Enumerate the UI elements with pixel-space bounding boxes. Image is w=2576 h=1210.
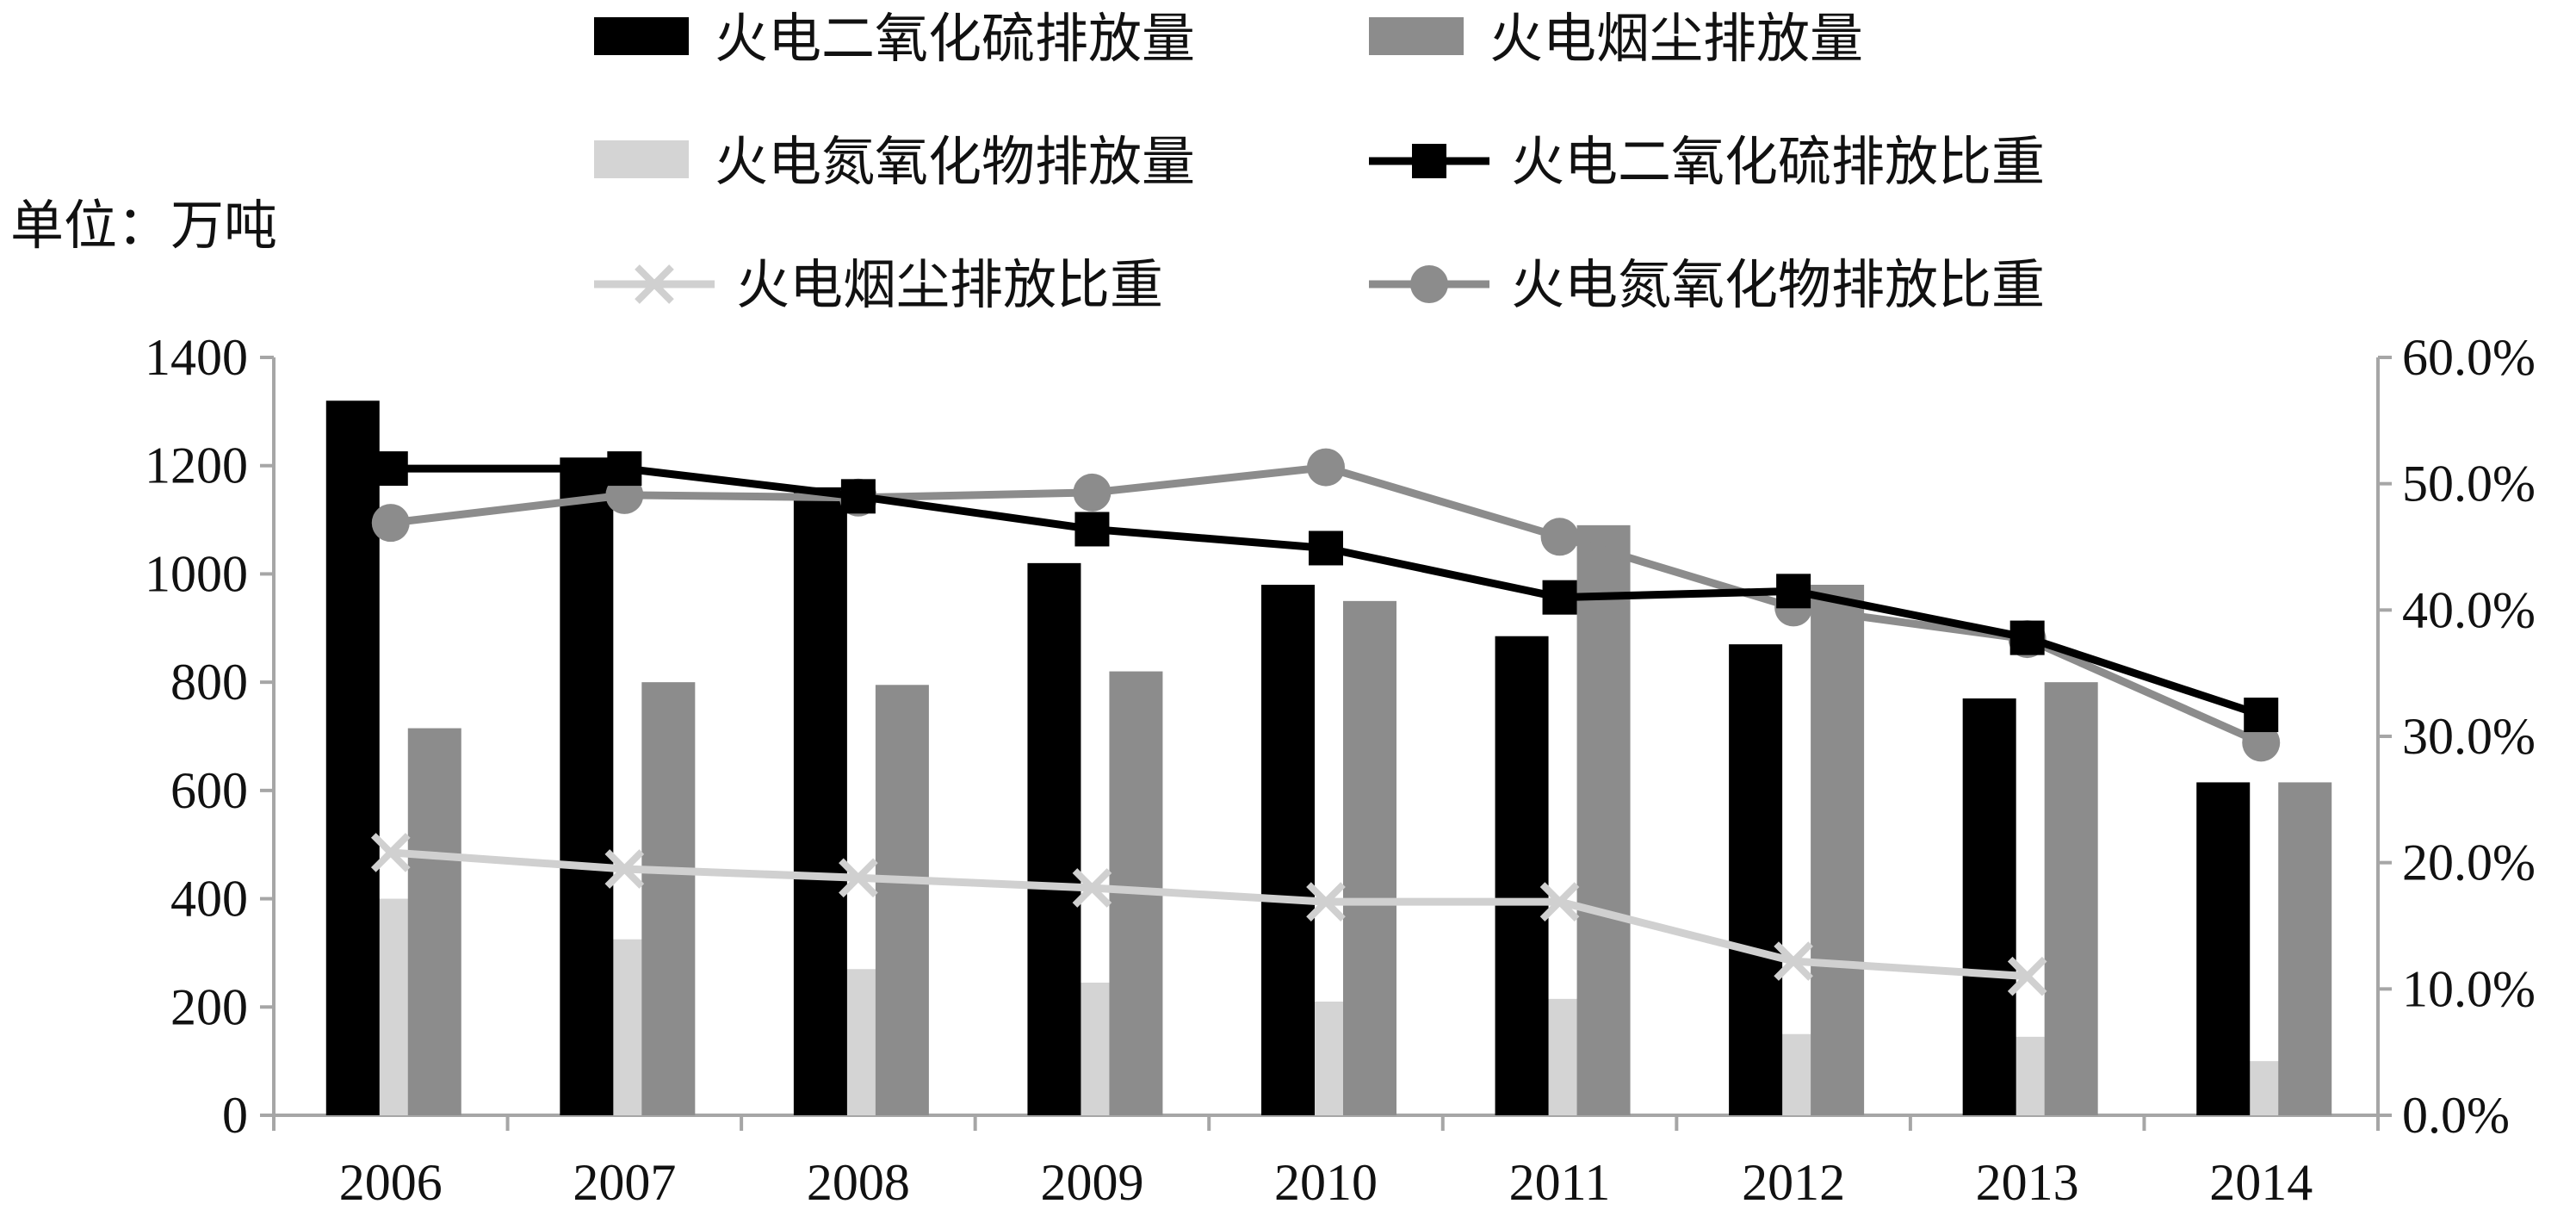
bar-dust-emission — [1811, 585, 1865, 1115]
y-left-tick-label: 1400 — [145, 329, 248, 386]
point-so2-share — [840, 479, 876, 514]
point-nox-share — [1073, 473, 1112, 512]
bar-dust-emission — [1576, 524, 1631, 1115]
point-so2-share — [1776, 574, 1811, 609]
bar-dust-emission — [2278, 782, 2332, 1115]
x-tick-label: 2013 — [1976, 1154, 2079, 1210]
x-tick-label: 2010 — [1274, 1154, 1378, 1210]
point-nox-share — [1540, 518, 1579, 556]
point-dust-share — [839, 858, 878, 898]
legend-so2-share: 火电二氧化硫排放比重 — [1369, 133, 2045, 192]
legend-label: 火电烟尘排放量 — [1489, 10, 1863, 69]
x-tick-label: 2014 — [2209, 1154, 2313, 1210]
point-so2-share — [2009, 620, 2045, 655]
point-so2-share — [1542, 580, 1577, 615]
unit-label: 单位：万吨 — [10, 197, 277, 256]
x-tick-label: 2012 — [1742, 1154, 1845, 1210]
legend-swatch — [594, 140, 689, 178]
bar-so2-emission — [2196, 782, 2251, 1115]
y-right-tick-label: 30.0% — [2402, 708, 2536, 765]
bar-dust-emission — [875, 685, 929, 1115]
legend-label: 火电二氧化硫排放量 — [715, 10, 1195, 69]
legend-label: 火电氮氧化物排放量 — [715, 133, 1195, 192]
point-dust-share — [1072, 868, 1112, 908]
bar-so2-emission — [793, 487, 847, 1115]
bar-so2-emission — [1729, 644, 1783, 1115]
legend-nox-emission: 火电氮氧化物排放量 — [594, 133, 1195, 192]
legend-label: 火电二氧化硫排放比重 — [1511, 133, 2045, 192]
point-dust-share — [1306, 882, 1346, 921]
legend-dust-share: 火电烟尘排放比重 — [594, 257, 1163, 315]
y-left-tick-label: 800 — [170, 654, 248, 710]
legend-dust-emission: 火电烟尘排放量 — [1369, 10, 1863, 69]
x-tick-label: 2008 — [807, 1154, 910, 1210]
point-so2-share — [373, 451, 408, 487]
bar-so2-emission — [1495, 636, 1549, 1115]
bar-dust-emission — [407, 728, 461, 1115]
bar-so2-emission — [1962, 698, 2016, 1115]
legend-swatch — [1369, 17, 1464, 55]
point-dust-share — [604, 849, 645, 889]
legend-swatch — [594, 17, 689, 55]
x-tick-label: 2011 — [1509, 1154, 1611, 1210]
legend-nox-share: 火电氮氧化物排放比重 — [1369, 257, 2045, 315]
bar-dust-emission — [2044, 682, 2098, 1115]
y-left-tick-label: 1200 — [145, 437, 248, 494]
y-right-tick-label: 20.0% — [2402, 835, 2536, 891]
y-right-tick-label: 10.0% — [2402, 960, 2536, 1017]
x-tick-label: 2007 — [573, 1154, 676, 1210]
y-right-tick-label: 0.0% — [2402, 1087, 2510, 1144]
point-so2-share — [1074, 512, 1110, 547]
y-right-tick-label: 50.0% — [2402, 456, 2536, 512]
bar-so2-emission — [560, 457, 614, 1115]
bar-so2-emission — [1027, 562, 1081, 1115]
y-left-tick-label: 200 — [170, 978, 248, 1035]
bar-dust-emission — [641, 682, 696, 1115]
point-dust-share — [370, 833, 411, 872]
point-so2-share — [2244, 698, 2279, 733]
axes: 0 200 400 600 800 1000 1200 1400 0.0% 10.0% 20.0% 3… — [145, 329, 2536, 1210]
legend-label: 火电烟尘排放比重 — [736, 257, 1163, 315]
x-tick-label: 2006 — [339, 1154, 443, 1210]
y-right-tick-label: 60.0% — [2402, 329, 2536, 386]
point-nox-share — [2242, 723, 2281, 762]
lines — [370, 448, 2281, 996]
point-dust-share — [2007, 956, 2047, 996]
point-dust-share — [1774, 941, 1813, 981]
point-nox-share — [1307, 448, 1345, 487]
y-left-tick-label: 600 — [170, 762, 248, 819]
y-left-tick-label: 1000 — [145, 545, 248, 602]
y-right-tick-label: 40.0% — [2402, 581, 2536, 638]
line-dust-share — [390, 848, 2028, 981]
x-tick-label: 2009 — [1040, 1154, 1143, 1210]
line-so2-share — [390, 464, 2263, 719]
point-so2-share — [607, 451, 642, 487]
point-dust-share — [1539, 882, 1580, 921]
bar-so2-emission — [325, 400, 380, 1115]
point-nox-share — [371, 504, 410, 543]
bar-so2-emission — [1261, 585, 1315, 1115]
point-so2-share — [1309, 531, 1343, 566]
legend-label: 火电氮氧化物排放比重 — [1511, 257, 2045, 315]
bar-dust-emission — [1343, 600, 1396, 1115]
y-left-tick-label: 0 — [222, 1087, 248, 1144]
legend-so2-emission: 火电二氧化硫排放量 — [594, 10, 1195, 69]
y-left-tick-label: 400 — [170, 871, 248, 928]
